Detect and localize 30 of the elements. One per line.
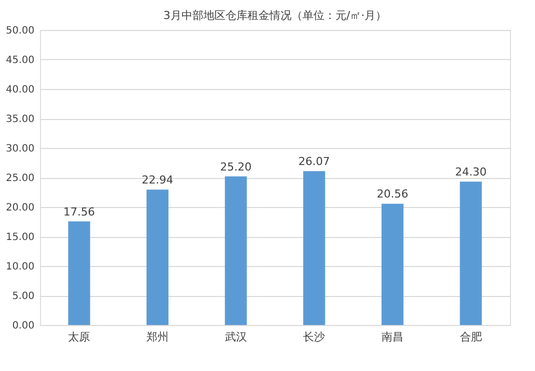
x-tick-label: 合肥 <box>460 330 482 344</box>
bar <box>382 204 404 325</box>
bar <box>224 176 247 325</box>
x-tick-label: 南昌 <box>382 330 404 344</box>
data-label: 22.94 <box>142 174 174 187</box>
data-label: 25.20 <box>220 160 252 174</box>
y-tick-label: 50.00 <box>6 26 34 36</box>
bar <box>303 171 326 325</box>
bar <box>146 190 168 325</box>
y-tick-label: 5.00 <box>12 291 34 302</box>
y-tick-label: 15.00 <box>6 232 34 243</box>
y-tick-label: 40.00 <box>6 84 34 96</box>
y-tick-label: 35.00 <box>6 114 34 125</box>
x-tick-label: 太原 <box>68 330 90 344</box>
y-tick-label: 10.00 <box>6 262 34 272</box>
x-tick-label: 郑州 <box>146 330 168 344</box>
data-label: 20.56 <box>376 188 408 201</box>
data-label: 24.30 <box>455 166 487 179</box>
y-tick-label: 30.00 <box>6 144 34 154</box>
data-label: 17.56 <box>63 205 95 218</box>
x-tick-label: 武汉 <box>224 330 247 344</box>
y-tick-label: 25.00 <box>6 173 34 184</box>
bar <box>68 221 90 325</box>
x-tick-label: 长沙 <box>303 330 326 344</box>
chart-title: 3月中部地区仓库租金情况（单位：元/㎡·月） <box>163 9 387 22</box>
y-tick-label: 20.00 <box>6 202 34 214</box>
y-tick-label: 45.00 <box>6 55 34 66</box>
y-tick-label: 0.00 <box>12 320 34 332</box>
bar <box>460 182 482 325</box>
data-label: 26.07 <box>298 155 330 168</box>
